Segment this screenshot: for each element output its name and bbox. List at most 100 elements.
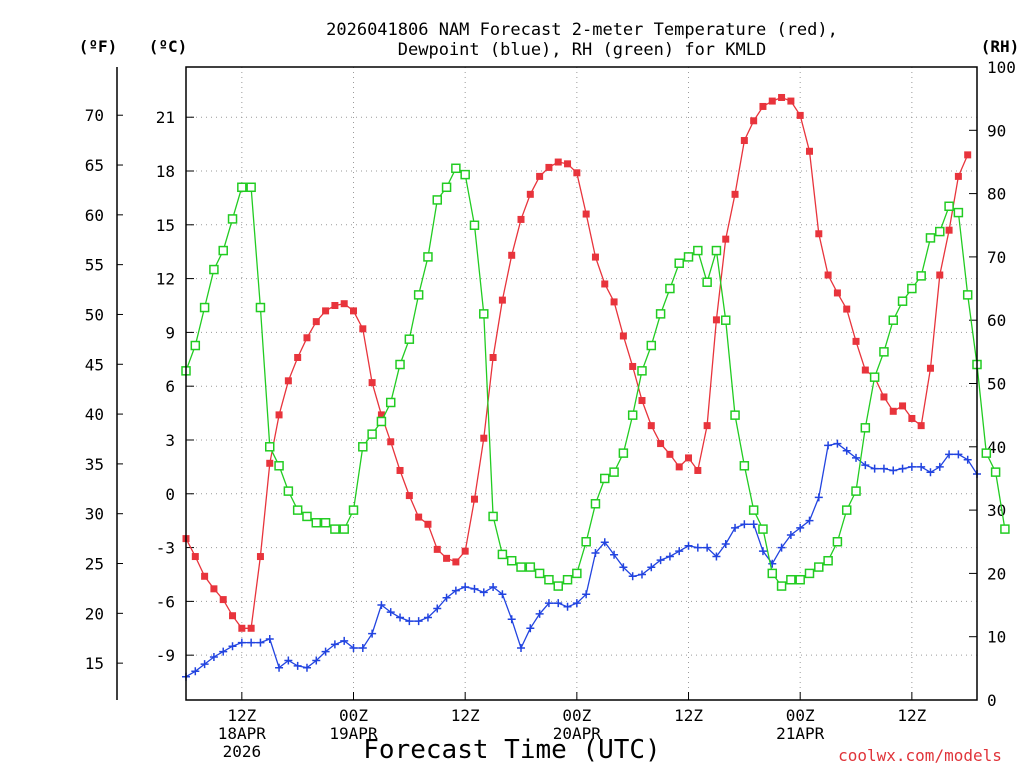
x-tick-label: 12Z [451, 706, 480, 725]
data-point [852, 453, 861, 462]
celsius-tick-label: -3 [156, 539, 175, 558]
data-point [443, 554, 451, 562]
data-point [517, 643, 526, 652]
data-point [590, 499, 601, 509]
data-point [554, 599, 563, 608]
fahrenheit-tick-label: 40 [85, 405, 104, 424]
data-point [722, 235, 730, 243]
data-point [265, 635, 274, 644]
data-point [201, 572, 209, 580]
data-point [312, 656, 321, 665]
data-point [423, 613, 432, 622]
data-point [638, 397, 646, 405]
series-line [185, 167, 1006, 587]
data-point [609, 467, 619, 477]
data-point [414, 617, 423, 626]
fahrenheit-tick-label: 25 [85, 555, 104, 574]
data-point [545, 163, 553, 171]
celsius-tick-label: 6 [165, 377, 175, 396]
data-point [683, 252, 694, 262]
data-point [237, 638, 246, 647]
data-point [227, 214, 238, 224]
data-point [303, 334, 311, 342]
data-point [209, 652, 218, 661]
data-point [869, 372, 880, 382]
data-point [507, 615, 516, 624]
data-point [600, 473, 610, 484]
data-point [405, 492, 413, 500]
data-point [879, 347, 889, 357]
data-point [284, 656, 293, 665]
data-point [870, 464, 879, 473]
x-tick-label: 12Z [227, 706, 256, 725]
data-point [767, 568, 778, 579]
data-point [469, 220, 480, 230]
data-point [907, 462, 916, 471]
data-point [899, 402, 907, 410]
celsius-tick-label: 15 [156, 216, 175, 235]
chart-subtitle: Dewpoint (blue), RH (green) for KMLD [398, 40, 766, 60]
data-point [916, 271, 926, 281]
data-point [237, 182, 247, 193]
data-point [396, 613, 405, 622]
data-point [684, 541, 693, 550]
data-point [470, 495, 478, 503]
data-point [601, 280, 609, 288]
data-point [888, 315, 898, 325]
data-point [711, 245, 722, 256]
x-tick-label: 18APR [218, 724, 267, 743]
celsius-tick-label: 0 [165, 485, 175, 504]
data-point [331, 301, 339, 309]
data-point [246, 182, 256, 193]
data-point [703, 543, 712, 552]
data-point [480, 434, 488, 442]
data-point [433, 604, 442, 613]
rh-unit-label: (RH) [981, 37, 1020, 56]
fahrenheit-tick-label: 45 [85, 355, 104, 374]
data-point [823, 555, 833, 566]
plot-frame [185, 66, 978, 701]
data-point [479, 309, 489, 319]
data-point [758, 547, 767, 556]
data-point [413, 290, 424, 300]
x-tick-label: 00Z [339, 706, 368, 725]
rh-tick-label: 60 [987, 311, 1006, 330]
fahrenheit-tick-label: 60 [85, 206, 104, 225]
data-point [526, 624, 535, 633]
data-point [758, 524, 768, 534]
data-point [842, 446, 851, 455]
fahrenheit-tick-label: 55 [85, 256, 104, 275]
data-point [665, 283, 675, 294]
data-point [832, 537, 843, 547]
data-point [786, 531, 795, 540]
series-open-square [181, 163, 1010, 591]
data-point [544, 599, 553, 608]
data-point [657, 440, 665, 448]
data-point [255, 302, 266, 313]
data-point [283, 486, 294, 496]
data-point [350, 307, 358, 315]
data-point [776, 581, 787, 591]
data-point [824, 441, 833, 450]
data-point [544, 574, 554, 585]
celsius-tick-label: 3 [165, 431, 175, 450]
celsius-tick-label: 12 [156, 270, 175, 289]
data-point [694, 466, 702, 474]
data-point [582, 210, 590, 218]
data-point [647, 422, 655, 430]
data-point [833, 289, 841, 297]
data-point [804, 568, 815, 579]
data-point [860, 423, 871, 433]
data-point [294, 353, 302, 361]
data-point [954, 450, 963, 459]
data-point [963, 455, 972, 464]
data-point [712, 316, 720, 324]
data-point [665, 552, 674, 561]
data-point [925, 233, 936, 243]
data-point [702, 277, 712, 287]
data-point [218, 245, 228, 256]
data-point [861, 366, 869, 374]
data-point [712, 552, 721, 561]
data-point [535, 609, 544, 618]
fahrenheit-unit-label: (ºF) [79, 37, 118, 56]
